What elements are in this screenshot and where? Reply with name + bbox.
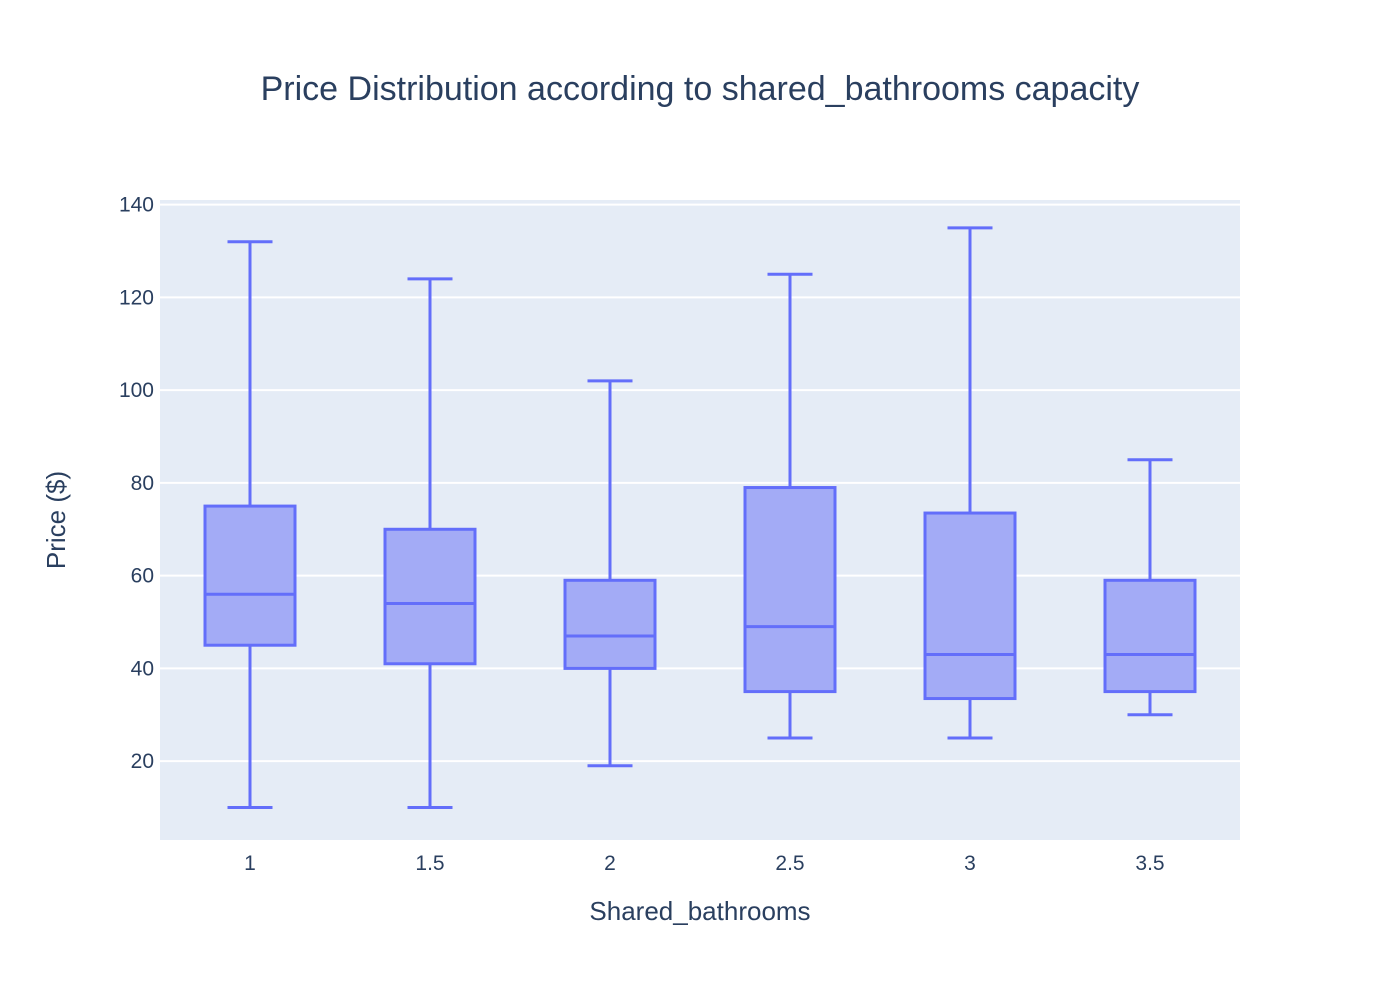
y-tick-label: 80 bbox=[131, 472, 154, 495]
x-axis-ticks: 1 1.5 2 2.5 3 3.5 bbox=[244, 852, 1164, 875]
iqr-box bbox=[743, 486, 837, 694]
iqr-box bbox=[563, 578, 657, 670]
y-tick-label: 40 bbox=[131, 657, 154, 680]
grid-lines bbox=[160, 203, 1240, 763]
y-tick-label: 60 bbox=[131, 565, 154, 588]
y-tick-label: 120 bbox=[119, 286, 154, 309]
x-tick-label: 3.5 bbox=[1135, 852, 1164, 875]
y-tick-label: 20 bbox=[131, 750, 154, 773]
iqr-box bbox=[383, 527, 477, 666]
y-axis-ticks: 20 40 60 80 100 120 140 bbox=[119, 194, 154, 774]
box-1 bbox=[203, 240, 297, 810]
x-tick-label: 1.5 bbox=[415, 852, 444, 875]
x-tick-label: 3 bbox=[964, 852, 976, 875]
box-2.5 bbox=[743, 272, 837, 740]
x-tick-label: 2 bbox=[604, 852, 616, 875]
iqr-box bbox=[203, 504, 297, 647]
x-tick-label: 1 bbox=[244, 852, 256, 875]
iqr-box bbox=[923, 511, 1017, 701]
y-tick-label: 100 bbox=[119, 379, 154, 402]
y-tick-label: 140 bbox=[119, 194, 154, 217]
x-tick-label: 2.5 bbox=[775, 852, 804, 875]
box-1.5 bbox=[383, 277, 477, 810]
box-3 bbox=[923, 226, 1017, 740]
y-axis-title: Price ($) bbox=[41, 471, 71, 569]
chart-title: Price Distribution according to shared_b… bbox=[261, 70, 1140, 108]
x-axis-title: Shared_bathrooms bbox=[589, 896, 810, 926]
box-3.5 bbox=[1103, 458, 1197, 717]
iqr-box bbox=[1103, 578, 1197, 694]
box-2 bbox=[563, 379, 657, 768]
boxes bbox=[203, 226, 1197, 810]
plot-area bbox=[160, 200, 1240, 840]
